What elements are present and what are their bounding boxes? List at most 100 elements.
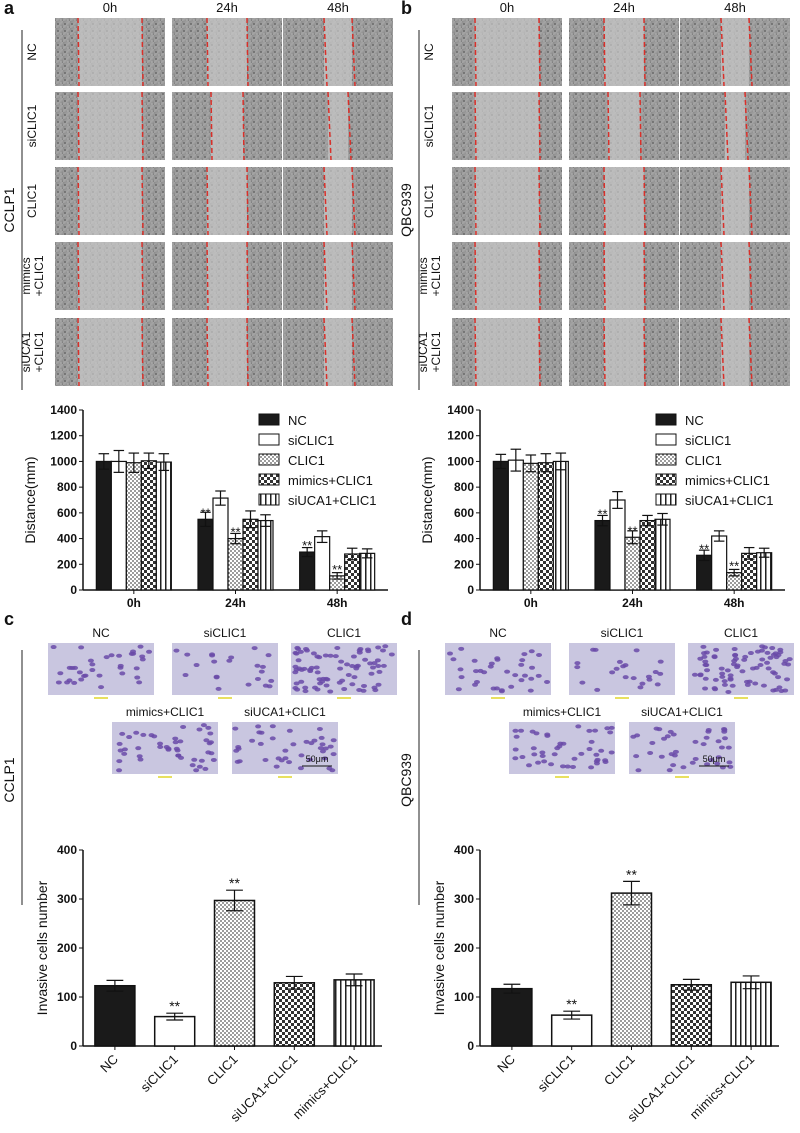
- bar-nc: [299, 551, 316, 591]
- significance-mark: **: [332, 562, 342, 577]
- wound-gap: [475, 167, 539, 235]
- stained-cell: [661, 736, 668, 741]
- x-tick-label: 0h: [524, 596, 538, 610]
- stained-cell: [96, 673, 103, 678]
- y-tick-label: 0: [70, 1039, 77, 1053]
- stained-cell: [541, 759, 548, 764]
- bar-nc: [197, 518, 214, 591]
- stained-cell: [588, 765, 595, 770]
- stained-cell: [668, 752, 675, 757]
- stained-cell: [666, 768, 673, 773]
- wound-edge-line: [474, 166, 477, 236]
- stained-cell: [518, 662, 525, 667]
- legend-label: siUCA1+CLIC1: [288, 493, 377, 508]
- stained-cell: [172, 740, 179, 745]
- scale-mark: [158, 776, 172, 778]
- stained-cell: [571, 756, 578, 761]
- stained-cell: [712, 687, 719, 692]
- stained-cell: [262, 683, 269, 688]
- stained-cell: [544, 733, 551, 738]
- stained-cell: [697, 673, 704, 678]
- wound-edge-line: [748, 166, 753, 236]
- stained-cell: [257, 741, 264, 746]
- stained-cell: [732, 653, 739, 658]
- stained-cell: [608, 750, 615, 755]
- legend-label: siUCA1+CLIC1: [685, 493, 774, 508]
- stained-cell: [504, 669, 511, 674]
- significance-mark: **: [627, 523, 637, 538]
- stained-cell: [322, 746, 329, 751]
- x-tick-label: siCLIC1: [138, 1052, 181, 1095]
- y-tick-label: 800: [454, 480, 474, 494]
- stained-cell: [746, 679, 753, 684]
- legend-swatch: [655, 433, 677, 446]
- stained-cell: [208, 740, 215, 745]
- bar-siuca1-clic1: [552, 460, 569, 591]
- stained-cell: [151, 734, 158, 739]
- wound-gap: [604, 318, 644, 386]
- wound-gap: [207, 167, 247, 235]
- stained-cell: [379, 648, 386, 653]
- stained-cell: [702, 662, 709, 667]
- stained-cell: [526, 763, 533, 768]
- stained-cell: [232, 726, 239, 731]
- stained-cell: [182, 673, 189, 678]
- stained-cell: [338, 659, 345, 664]
- stained-cell: [764, 650, 771, 655]
- stained-cell: [721, 682, 728, 687]
- stained-cell: [307, 757, 314, 762]
- stained-cell: [292, 650, 299, 655]
- stained-cell: [356, 650, 363, 655]
- stained-cell: [269, 736, 276, 741]
- stained-cell: [254, 676, 261, 681]
- stained-cell: [718, 745, 725, 750]
- stained-cell: [180, 724, 187, 729]
- scale-mark: [491, 697, 505, 699]
- stained-cell: [297, 649, 304, 654]
- scale-mark: [734, 697, 748, 699]
- panel-letter: a: [4, 0, 15, 18]
- wound-gap: [475, 242, 539, 310]
- bar-siclic1: [212, 497, 229, 591]
- bar-siclic1: [153, 1015, 196, 1047]
- x-tick-label: 48h: [724, 596, 745, 610]
- stained-cell: [773, 655, 780, 660]
- stained-cell: [211, 659, 218, 664]
- wound-edge-line: [474, 17, 477, 87]
- stained-cell: [586, 747, 593, 752]
- stained-cell: [189, 763, 196, 768]
- stained-cell: [770, 670, 777, 675]
- stained-cell: [388, 652, 395, 657]
- stained-cell: [518, 728, 525, 733]
- stained-cell: [228, 655, 235, 660]
- wound-gap: [207, 18, 247, 86]
- stained-cell: [268, 678, 275, 683]
- stained-cell: [321, 756, 328, 761]
- wound-edge-line: [603, 241, 606, 311]
- stained-cell: [759, 657, 766, 662]
- stained-cell: [512, 747, 519, 752]
- y-tick-label: 1400: [50, 403, 77, 417]
- wound-edge-line: [607, 91, 610, 161]
- stained-cell: [310, 651, 317, 656]
- stained-cell: [734, 665, 741, 670]
- stained-cell: [249, 738, 256, 743]
- stained-cell: [382, 644, 389, 649]
- stained-cell: [670, 732, 677, 737]
- wound-edge-line: [643, 241, 646, 311]
- stained-cell: [664, 734, 671, 739]
- stained-cell: [173, 648, 180, 653]
- stained-cell: [290, 742, 297, 747]
- cell-line-label: QBC939: [398, 753, 414, 807]
- wound-edge-line: [141, 241, 144, 311]
- stained-cell: [539, 750, 546, 755]
- stained-cell: [528, 649, 535, 654]
- image-caption: CLIC1: [724, 626, 758, 640]
- stained-cell: [607, 730, 614, 735]
- stained-cell: [184, 652, 191, 657]
- stained-cell: [282, 748, 289, 753]
- stained-cell: [535, 673, 542, 678]
- wound-gap: [721, 318, 749, 386]
- stained-cell: [757, 662, 764, 667]
- bar-siclic1: [110, 460, 127, 591]
